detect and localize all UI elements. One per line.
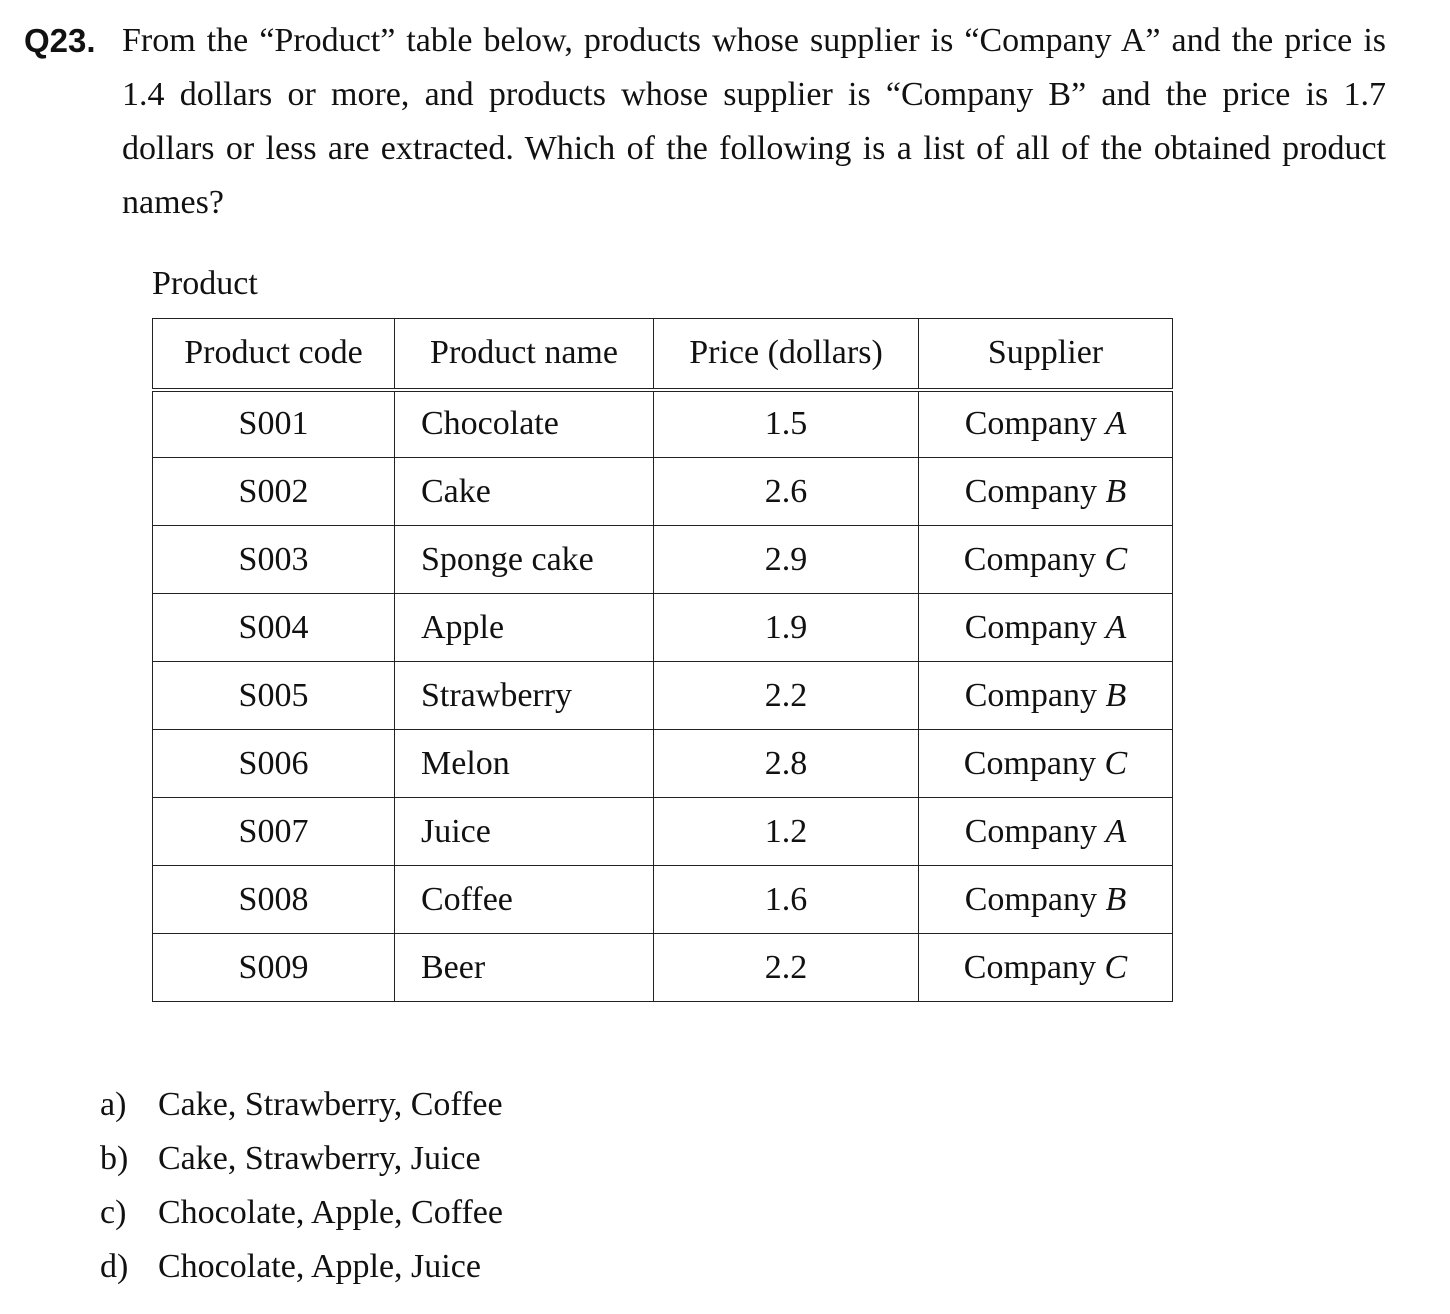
product-table: Product code Product name Price (dollars… (152, 318, 1173, 1002)
table-caption: Product (152, 265, 258, 302)
table-row: S002 Cake 2.6 Company B (152, 457, 1173, 526)
option-text: Cake, Strawberry, Coffee (158, 1086, 503, 1123)
answer-option: b) Cake, Strawberry, Juice (100, 1132, 503, 1186)
supplier-letter: A (1105, 405, 1127, 443)
cell-product-code: S003 (152, 525, 395, 594)
option-letter: b) (100, 1140, 129, 1177)
cell-supplier: Company B (918, 457, 1173, 526)
supplier-letter: A (1105, 608, 1127, 646)
supplier-letter: A (1105, 812, 1127, 850)
table-header-row: Product code Product name Price (dollars… (152, 318, 1173, 392)
cell-price: 2.8 (653, 729, 919, 798)
cell-price: 1.6 (653, 865, 919, 934)
answer-options: a) Cake, Strawberry, Coffee b) Cake, Strawb… (100, 1078, 503, 1294)
supplier-letter: B (1105, 472, 1127, 510)
cell-product-name: Strawberry (394, 661, 654, 730)
cell-supplier: Company C (918, 525, 1173, 594)
supplier-prefix: Company (964, 812, 1106, 850)
cell-price: 2.6 (653, 457, 919, 526)
answer-option: a) Cake, Strawberry, Coffee (100, 1078, 503, 1132)
table-row: S008 Coffee 1.6 Company B (152, 865, 1173, 934)
cell-price: 2.2 (653, 933, 919, 1002)
cell-product-code: S006 (152, 729, 395, 798)
cell-product-name: Chocolate (394, 389, 654, 458)
answer-option: d) Chocolate, Apple, Juice (100, 1240, 503, 1294)
supplier-letter: B (1105, 880, 1127, 918)
option-letter: c) (100, 1194, 127, 1231)
cell-product-code: S005 (152, 661, 395, 730)
cell-product-code: S008 (152, 865, 395, 934)
header-supplier: Supplier (918, 318, 1173, 392)
option-text: Cake, Strawberry, Juice (158, 1140, 481, 1177)
option-letter: a) (100, 1086, 127, 1123)
supplier-letter: C (1104, 540, 1128, 578)
cell-product-name: Cake (394, 457, 654, 526)
cell-supplier: Company A (918, 593, 1173, 662)
cell-product-code: S009 (152, 933, 395, 1002)
answer-option: c) Chocolate, Apple, Coffee (100, 1186, 503, 1240)
cell-supplier: Company C (918, 729, 1173, 798)
cell-price: 1.5 (653, 389, 919, 458)
header-product-name: Product name (394, 318, 654, 392)
supplier-prefix: Company (963, 948, 1105, 986)
cell-product-name: Apple (394, 593, 654, 662)
table-row: S005 Strawberry 2.2 Company B (152, 661, 1173, 730)
cell-product-name: Melon (394, 729, 654, 798)
cell-supplier: Company B (918, 865, 1173, 934)
cell-product-code: S001 (152, 389, 395, 458)
supplier-letter: C (1104, 948, 1128, 986)
cell-price: 2.2 (653, 661, 919, 730)
question-text: From the “Product” table below, products… (122, 22, 1386, 221)
supplier-prefix: Company (964, 472, 1106, 510)
cell-product-code: S004 (152, 593, 395, 662)
supplier-prefix: Company (963, 744, 1105, 782)
table-body: S001 Chocolate 1.5 Company A S002 Cake 2.6 Comp… (152, 389, 1173, 1002)
cell-product-name: Sponge cake (394, 525, 654, 594)
question-number: Q23. (24, 22, 96, 59)
table-row: S003 Sponge cake 2.9 Company C (152, 525, 1173, 594)
supplier-letter: B (1105, 676, 1127, 714)
option-text: Chocolate, Apple, Juice (158, 1248, 481, 1285)
supplier-prefix: Company (963, 540, 1105, 578)
table-row: S004 Apple 1.9 Company A (152, 593, 1173, 662)
cell-product-code: S007 (152, 797, 395, 866)
cell-price: 1.9 (653, 593, 919, 662)
option-text: Chocolate, Apple, Coffee (158, 1194, 503, 1231)
header-product-code: Product code (152, 318, 395, 392)
cell-product-name: Juice (394, 797, 654, 866)
supplier-letter: C (1104, 744, 1128, 782)
cell-product-name: Coffee (394, 865, 654, 934)
table-row: S009 Beer 2.2 Company C (152, 933, 1173, 1002)
question-block: Q23. From the “Product” table below, pro… (24, 14, 1386, 230)
supplier-prefix: Company (964, 405, 1106, 443)
supplier-prefix: Company (964, 608, 1106, 646)
table-row: S007 Juice 1.2 Company A (152, 797, 1173, 866)
supplier-prefix: Company (964, 880, 1106, 918)
cell-supplier: Company A (918, 797, 1173, 866)
cell-supplier: Company A (918, 389, 1173, 458)
supplier-prefix: Company (964, 676, 1106, 714)
cell-product-name: Beer (394, 933, 654, 1002)
option-letter: d) (100, 1248, 129, 1285)
cell-product-code: S002 (152, 457, 395, 526)
table-row: S001 Chocolate 1.5 Company A (152, 389, 1173, 458)
cell-price: 2.9 (653, 525, 919, 594)
cell-supplier: Company B (918, 661, 1173, 730)
cell-supplier: Company C (918, 933, 1173, 1002)
cell-price: 1.2 (653, 797, 919, 866)
table-row: S006 Melon 2.8 Company C (152, 729, 1173, 798)
header-price: Price (dollars) (653, 318, 919, 392)
